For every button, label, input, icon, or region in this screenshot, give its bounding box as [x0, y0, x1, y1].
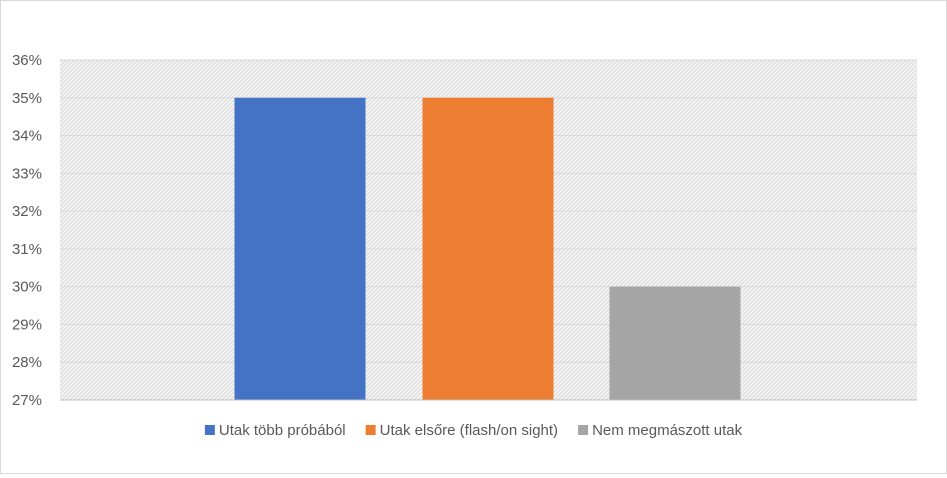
legend-item: Nem megmászott utak	[578, 422, 743, 439]
legend-label: Nem megmászott utak	[592, 422, 743, 439]
bar	[609, 286, 741, 400]
legend-swatch	[204, 425, 215, 435]
y-tick-label: 27%	[12, 392, 42, 409]
legend-label: Utak több próbából	[219, 422, 346, 439]
y-tick-label: 32%	[12, 203, 42, 220]
y-tick-label: 31%	[12, 241, 42, 258]
legend-swatch	[365, 425, 376, 435]
y-axis-tick-labels: 36% 35% 34% 33% 32% 31% 30% 29% 28% 27%	[12, 52, 42, 409]
y-tick-label: 28%	[12, 354, 42, 371]
y-tick-label: 30%	[12, 279, 42, 296]
y-tick-label: 34%	[12, 128, 42, 145]
bars	[234, 97, 741, 401]
bar	[234, 97, 366, 401]
bar	[422, 97, 554, 401]
legend-item: Utak elsőre (flash/on sight)	[365, 422, 558, 439]
y-tick-label: 29%	[12, 316, 42, 333]
y-tick-label: 36%	[12, 52, 42, 69]
y-tick-label: 33%	[12, 165, 42, 182]
legend-swatch	[578, 425, 589, 435]
legend: Utak több próbából Utak elsőre (flash/on …	[204, 422, 743, 439]
legend-label: Utak elsőre (flash/on sight)	[380, 422, 558, 439]
legend-item: Utak több próbából	[204, 422, 346, 439]
y-tick-label: 35%	[12, 90, 42, 107]
